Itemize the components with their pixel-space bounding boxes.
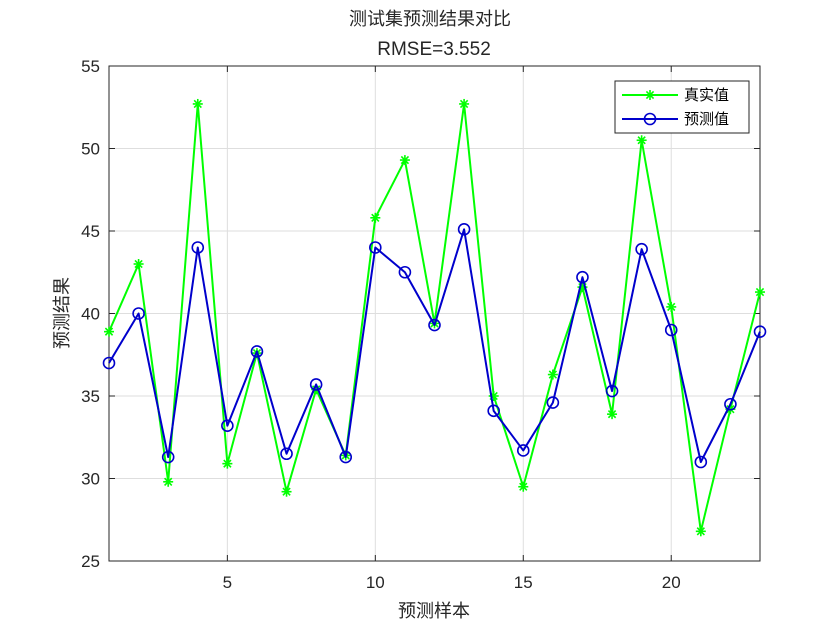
legend-marker-asterisk bbox=[645, 90, 655, 100]
series-1-point-17 bbox=[576, 270, 589, 284]
series-1-point-14 bbox=[487, 404, 500, 418]
series-0-point-3-stroke-3 bbox=[164, 477, 173, 486]
y-tick-label-30: 30 bbox=[81, 470, 100, 489]
series-1-point-19 bbox=[635, 242, 648, 256]
series-1-point-8 bbox=[309, 378, 323, 391]
series-0-point-20 bbox=[666, 301, 677, 312]
series-0-point-23-stroke-3 bbox=[755, 287, 765, 297]
legend-box bbox=[614, 80, 750, 134]
x-tick-label-5: 5 bbox=[223, 573, 232, 592]
series-0-point-21-stroke-3 bbox=[696, 527, 705, 536]
x-tick-label-10: 10 bbox=[366, 573, 385, 592]
series-1-point-20 bbox=[664, 323, 678, 337]
series-0 bbox=[104, 98, 765, 537]
legend-marker-glyph-0 bbox=[645, 90, 655, 100]
series-0-point-1-stroke-3 bbox=[104, 327, 114, 336]
legend-label-true-value: 真实值 bbox=[684, 86, 729, 104]
series-1-point-18 bbox=[605, 384, 619, 398]
series-0-point-3 bbox=[163, 476, 174, 487]
chart-title: 测试集预测结果对比 bbox=[349, 9, 511, 30]
series-1-point-6 bbox=[250, 345, 264, 358]
x-axis-label: 预测样本 bbox=[398, 601, 470, 622]
legend-item-true-value: 真实值 bbox=[622, 86, 729, 104]
series-layer bbox=[102, 98, 767, 537]
series-0-point-20-stroke-3 bbox=[667, 302, 676, 312]
series-0-point-4-stroke-3 bbox=[193, 99, 202, 109]
series-0-point-19-stroke-3 bbox=[637, 136, 646, 145]
series-1-point-1 bbox=[102, 356, 116, 370]
series-1-point-13 bbox=[457, 223, 471, 236]
series-1-point-4 bbox=[191, 241, 205, 254]
axes bbox=[108, 65, 761, 562]
series-0-point-18-stroke-3 bbox=[607, 409, 617, 419]
series-0-point-10 bbox=[370, 212, 381, 223]
series-0-point-18 bbox=[607, 409, 618, 420]
series-1-point-23 bbox=[753, 325, 767, 338]
y-tick-label-40: 40 bbox=[81, 305, 100, 324]
series-0-point-16 bbox=[547, 369, 558, 380]
series-1-point-9 bbox=[339, 450, 353, 464]
series-1-point-11 bbox=[398, 265, 412, 279]
y-axis-label: 预测结果 bbox=[52, 277, 73, 349]
legend-marker-glyph-0-stroke-3 bbox=[645, 90, 655, 100]
tick-labels: 5 10 15 20 25 30 35 40 45 50 55 bbox=[81, 57, 681, 592]
legend: 真实值 预测值 bbox=[614, 80, 750, 134]
series-line-1 bbox=[108, 228, 761, 463]
legend-marker-glyph-1 bbox=[643, 112, 657, 126]
y-tick-label-55: 55 bbox=[81, 57, 100, 76]
chart-subtitle: RMSE=3.552 bbox=[377, 39, 491, 60]
series-0-point-13 bbox=[459, 98, 470, 109]
series-0-point-11-stroke-3 bbox=[400, 155, 410, 165]
series-0-point-15-stroke-3 bbox=[519, 482, 528, 491]
series-0-point-11 bbox=[399, 155, 410, 166]
series-0-point-7-stroke-3 bbox=[282, 487, 291, 496]
series-0-point-19 bbox=[636, 135, 647, 146]
series-1-point-16 bbox=[546, 396, 560, 409]
series-1-point-12 bbox=[428, 318, 441, 332]
series-0-point-10-stroke-3 bbox=[371, 213, 380, 222]
series-1 bbox=[102, 223, 767, 469]
legend-item-predicted-value: 预测值 bbox=[622, 110, 729, 128]
series-0-point-16-stroke-3 bbox=[548, 370, 558, 379]
series-1-point-5 bbox=[221, 419, 234, 433]
series-0-point-1 bbox=[104, 326, 114, 337]
y-tick-label-35: 35 bbox=[81, 387, 100, 406]
series-1-point-10 bbox=[369, 241, 382, 254]
series-1-point-15 bbox=[516, 444, 530, 457]
series-0-point-13-stroke-3 bbox=[459, 99, 469, 109]
series-1-point-21 bbox=[694, 455, 708, 469]
x-tick-label-15: 15 bbox=[514, 573, 533, 592]
series-1-point-7 bbox=[280, 447, 293, 461]
series-1-point-2 bbox=[132, 307, 145, 320]
series-0-point-23 bbox=[755, 287, 765, 298]
x-tick-label-20: 20 bbox=[662, 573, 681, 592]
series-0-point-15 bbox=[518, 481, 529, 492]
series-0-point-5 bbox=[222, 458, 233, 469]
series-1-point-22 bbox=[724, 397, 737, 411]
series-1-point-3 bbox=[161, 450, 175, 464]
y-tick-label-25: 25 bbox=[81, 552, 100, 571]
series-0-point-5-stroke-3 bbox=[223, 459, 232, 468]
series-0-point-2-stroke-3 bbox=[134, 259, 143, 269]
legend-label-predicted-value: 预测值 bbox=[684, 110, 729, 128]
series-0-point-21 bbox=[695, 526, 706, 537]
y-tick-label-45: 45 bbox=[81, 222, 100, 241]
y-tick-label-50: 50 bbox=[81, 140, 100, 159]
legend-marker-circle bbox=[643, 112, 657, 126]
series-0-point-7 bbox=[281, 486, 292, 497]
series-0-point-2 bbox=[133, 259, 144, 269]
series-0-point-4 bbox=[192, 98, 203, 109]
